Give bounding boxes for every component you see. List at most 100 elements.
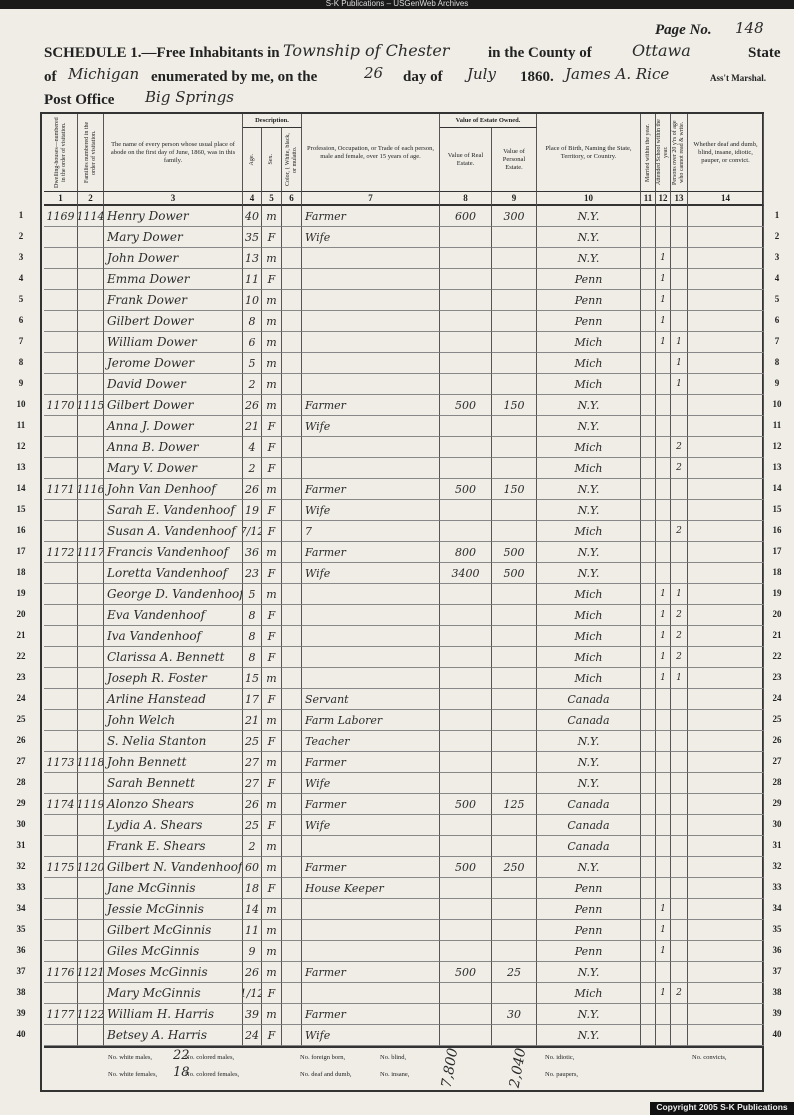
cell-name: Clarissa A. Bennett bbox=[104, 647, 243, 668]
post-office-label: Post Office bbox=[44, 92, 115, 108]
cell-sex: F bbox=[262, 437, 282, 458]
cell-illiterate: 1 bbox=[671, 584, 688, 605]
column-heading: Families numbered in the order of visita… bbox=[83, 121, 97, 184]
page-label: Page No. bbox=[655, 22, 712, 38]
empty-cell bbox=[688, 542, 764, 563]
cell-illiterate: 2 bbox=[671, 647, 688, 668]
column-number: 5 bbox=[262, 192, 282, 206]
empty-cell bbox=[302, 605, 440, 626]
empty-cell bbox=[282, 311, 302, 332]
empty-cell bbox=[282, 920, 302, 941]
empty-cell bbox=[282, 626, 302, 647]
line-number: 7 bbox=[774, 336, 780, 346]
empty-cell bbox=[282, 500, 302, 521]
cell-sex: m bbox=[262, 920, 282, 941]
cell-dwelling: 1175 bbox=[44, 857, 78, 878]
line-number: 3 bbox=[18, 252, 24, 262]
empty-cell bbox=[641, 1004, 656, 1025]
empty-cell bbox=[282, 479, 302, 500]
cell-occupation: Farmer bbox=[302, 479, 440, 500]
column-number: 3 bbox=[104, 192, 243, 206]
empty-cell bbox=[44, 500, 78, 521]
copyright-bar bbox=[650, 1102, 794, 1115]
empty-cell bbox=[641, 437, 656, 458]
cell-occupation: Farmer bbox=[302, 395, 440, 416]
line-number: 23 bbox=[772, 672, 782, 682]
empty-cell bbox=[440, 815, 492, 836]
line-number: 22 bbox=[772, 651, 782, 661]
footer-label: No. insane, bbox=[380, 1071, 410, 1078]
empty-cell bbox=[671, 752, 688, 773]
empty-cell bbox=[282, 227, 302, 248]
line-number: 19 bbox=[16, 588, 26, 598]
footer-label: No. paupers, bbox=[545, 1071, 579, 1078]
cell-name: Susan A. Vandenhoof bbox=[104, 521, 243, 542]
cell-occupation: Wife bbox=[302, 773, 440, 794]
empty-cell bbox=[641, 353, 656, 374]
empty-cell bbox=[641, 962, 656, 983]
empty-cell bbox=[641, 647, 656, 668]
empty-cell bbox=[44, 521, 78, 542]
empty-cell bbox=[641, 983, 656, 1004]
empty-cell bbox=[671, 794, 688, 815]
cell-age: 18 bbox=[243, 878, 262, 899]
cell-occupation: Farmer bbox=[302, 206, 440, 227]
empty-cell bbox=[641, 731, 656, 752]
empty-cell bbox=[671, 857, 688, 878]
empty-cell bbox=[78, 941, 104, 962]
empty-cell bbox=[688, 416, 764, 437]
empty-cell bbox=[282, 962, 302, 983]
empty-cell bbox=[282, 815, 302, 836]
cell-birthplace: Canada bbox=[537, 836, 641, 857]
line-number: 12 bbox=[16, 441, 26, 451]
empty-cell bbox=[671, 206, 688, 227]
cell-age: 17 bbox=[243, 689, 262, 710]
empty-cell bbox=[440, 920, 492, 941]
empty-cell bbox=[688, 332, 764, 353]
cell-age: 26 bbox=[243, 479, 262, 500]
cell-birthplace: Mich bbox=[537, 647, 641, 668]
empty-cell bbox=[656, 542, 671, 563]
empty-cell bbox=[44, 983, 78, 1004]
empty-cell bbox=[78, 500, 104, 521]
cell-sex: F bbox=[262, 731, 282, 752]
cell-illiterate: 2 bbox=[671, 626, 688, 647]
column-heading: Whether deaf and dumb, blind, insane, id… bbox=[688, 114, 764, 192]
marshal: James A. Rice bbox=[565, 65, 670, 83]
line-number: 21 bbox=[16, 630, 26, 640]
empty-cell bbox=[282, 542, 302, 563]
column-number: 14 bbox=[688, 192, 764, 206]
cell-school: 1 bbox=[656, 941, 671, 962]
cell-school: 1 bbox=[656, 290, 671, 311]
line-number: 30 bbox=[772, 819, 782, 829]
empty-cell bbox=[688, 773, 764, 794]
empty-cell bbox=[44, 710, 78, 731]
empty-cell bbox=[492, 626, 537, 647]
cell-birthplace: N.Y. bbox=[537, 857, 641, 878]
line-number: 31 bbox=[16, 840, 26, 850]
line-number: 15 bbox=[772, 504, 782, 514]
cell-name: John Van Denhoof bbox=[104, 479, 243, 500]
empty-cell bbox=[492, 227, 537, 248]
empty-cell bbox=[44, 626, 78, 647]
cell-dwelling: 1177 bbox=[44, 1004, 78, 1025]
empty-cell bbox=[656, 521, 671, 542]
line-number: 25 bbox=[772, 714, 782, 724]
cell-family: 1117 bbox=[78, 542, 104, 563]
empty-cell bbox=[440, 332, 492, 353]
line-number: 31 bbox=[772, 840, 782, 850]
footer-label: No. white females, bbox=[108, 1071, 158, 1078]
cell-occupation: Farm Laborer bbox=[302, 710, 440, 731]
empty-cell bbox=[688, 941, 764, 962]
cell-personal-estate: 500 bbox=[492, 542, 537, 563]
empty-cell bbox=[282, 668, 302, 689]
empty-cell bbox=[440, 752, 492, 773]
column-heading: The name of every person whose usual pla… bbox=[104, 114, 243, 192]
empty-cell bbox=[641, 311, 656, 332]
empty-cell bbox=[492, 311, 537, 332]
empty-cell bbox=[641, 941, 656, 962]
cell-birthplace: N.Y. bbox=[537, 500, 641, 521]
cell-sex: F bbox=[262, 416, 282, 437]
empty-cell bbox=[688, 353, 764, 374]
empty-cell bbox=[671, 899, 688, 920]
